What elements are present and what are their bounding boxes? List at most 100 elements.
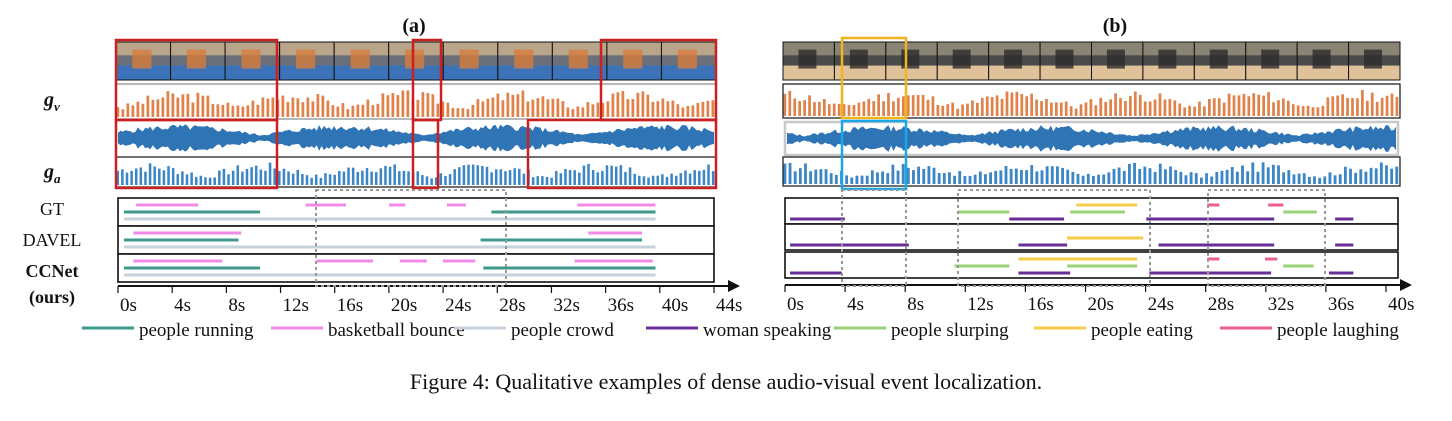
a-ga-bar (665, 176, 669, 185)
a-gv-bar (366, 99, 370, 117)
a-video-frame-bottom (497, 65, 553, 80)
b-ga-bar (994, 170, 998, 184)
a-gv-bar (566, 107, 570, 117)
b-video-frame-bottom (937, 65, 989, 80)
b-ga-bar (886, 173, 890, 184)
a-ga-bar (361, 170, 364, 185)
a-ga-bar (578, 172, 581, 185)
panel-a: 0s 4s 8s 12s 16s 20s 24s 28s 32s 36s 40s 44s (114, 38, 742, 316)
a-video-frame-bottom (443, 65, 498, 80)
a-ga-bar (453, 169, 456, 185)
b-gv-bar (1198, 101, 1201, 116)
a-ga-bar (282, 168, 286, 185)
b-ga-bar (1338, 174, 1342, 184)
b-gv-bar (1282, 98, 1285, 116)
a-gv-bar (376, 103, 380, 117)
a-gv-bar (196, 92, 200, 117)
a-ga-bar (407, 171, 410, 185)
a-video-frame-bottom (552, 65, 607, 80)
a-video-frame (170, 41, 226, 81)
b-ga-bar (1086, 173, 1090, 184)
b-gv-bar (1005, 91, 1009, 116)
b-tick-label: 20s (1088, 294, 1114, 315)
b-gv-bar (1272, 102, 1275, 116)
b-tick-label: 40s (1388, 294, 1414, 315)
a-gv-bar (121, 109, 125, 117)
a-gv-bar (141, 103, 145, 117)
b-ga-bar (978, 171, 982, 184)
b-ga-bar (901, 163, 905, 184)
a-gv-bar (386, 95, 390, 117)
a-ga-bar (167, 166, 170, 185)
b-video-frame-top (885, 42, 938, 56)
a-gv-bar (501, 100, 505, 117)
a-video-frame-top (225, 42, 280, 56)
b-tick-label: 28s (1208, 294, 1234, 315)
b-video-frame-top (1194, 42, 1246, 56)
b-ga-bar (1220, 170, 1224, 184)
a-ga-bar (628, 167, 632, 185)
a-gv-bar (536, 98, 540, 117)
a-ga-bar (568, 170, 572, 185)
b-gv-bar (1084, 102, 1088, 116)
a-ga-bar (125, 172, 129, 185)
b-ga-bar (1215, 171, 1219, 184)
b-ga-bar (953, 175, 957, 184)
b-gv-bar (1222, 102, 1226, 116)
b-ga-bar (1020, 169, 1023, 184)
b-tick-label: 12s (967, 294, 993, 315)
a-ga-bar (458, 167, 461, 185)
a-gv-bar (161, 97, 165, 117)
a-ga-bar (319, 177, 323, 185)
a-gv-bar (591, 104, 595, 117)
b-gv-bar (961, 104, 964, 116)
a-highlight-box (411, 118, 440, 190)
a-video-frame (224, 41, 281, 81)
b-ga-bar (1271, 164, 1275, 184)
a-gv-bar (301, 102, 305, 117)
b-gv-bar (1193, 106, 1196, 116)
a-gv-bar (541, 96, 545, 117)
b-gv-bar (1148, 101, 1152, 116)
a-ga-bar (241, 171, 244, 185)
a-gv-bar (191, 102, 195, 117)
a-ga-bar (254, 165, 258, 185)
a-dashed-region (315, 189, 507, 287)
a-ga-bar (301, 174, 304, 185)
b-video-frame (1348, 41, 1401, 81)
b-gv-bar (1390, 93, 1394, 116)
b-ga-bar (1076, 173, 1080, 184)
a-ga-bar (365, 168, 369, 185)
a-ga-bar (444, 176, 447, 185)
b-gv-bar (966, 103, 969, 116)
b-gv-bar (1262, 95, 1266, 116)
a-gv-bar (381, 93, 385, 117)
a-gv-bar (256, 104, 260, 117)
b-gv-bar (1203, 106, 1206, 116)
a-gv-bar (436, 103, 440, 117)
a-gv-bar (621, 91, 625, 117)
figure: (a) (b) gv ga GT DAVEL CCNet (ours) 0s 4s… (23, 15, 1415, 341)
a-video-frame-top (116, 42, 171, 56)
b-gv-bar (1356, 98, 1359, 116)
a-gv-bar (336, 106, 340, 117)
b-gv-bar (1257, 94, 1261, 116)
a-ga-bar (130, 170, 133, 185)
b-gv-bar (1370, 92, 1374, 116)
b-video-frame-bottom (1040, 65, 1092, 80)
b-gv-bar (847, 105, 851, 116)
b-gv-bar (1351, 98, 1354, 116)
a-gv-bar (581, 107, 585, 117)
b-gv-bar (1138, 94, 1142, 116)
b-gv-bar (788, 90, 792, 116)
b-highlight-box-visual (840, 36, 908, 120)
b-gv-bar (822, 98, 826, 116)
b-ga-bar (1025, 170, 1028, 184)
a-axis-arrow (728, 280, 740, 292)
b-gv-bar (1089, 99, 1093, 116)
b-gv-bar (931, 96, 935, 116)
b-video-frame (1193, 41, 1247, 81)
b-gv-bar (1296, 105, 1300, 116)
a-gv-bar (686, 106, 690, 117)
a-ga-bar (194, 176, 198, 185)
